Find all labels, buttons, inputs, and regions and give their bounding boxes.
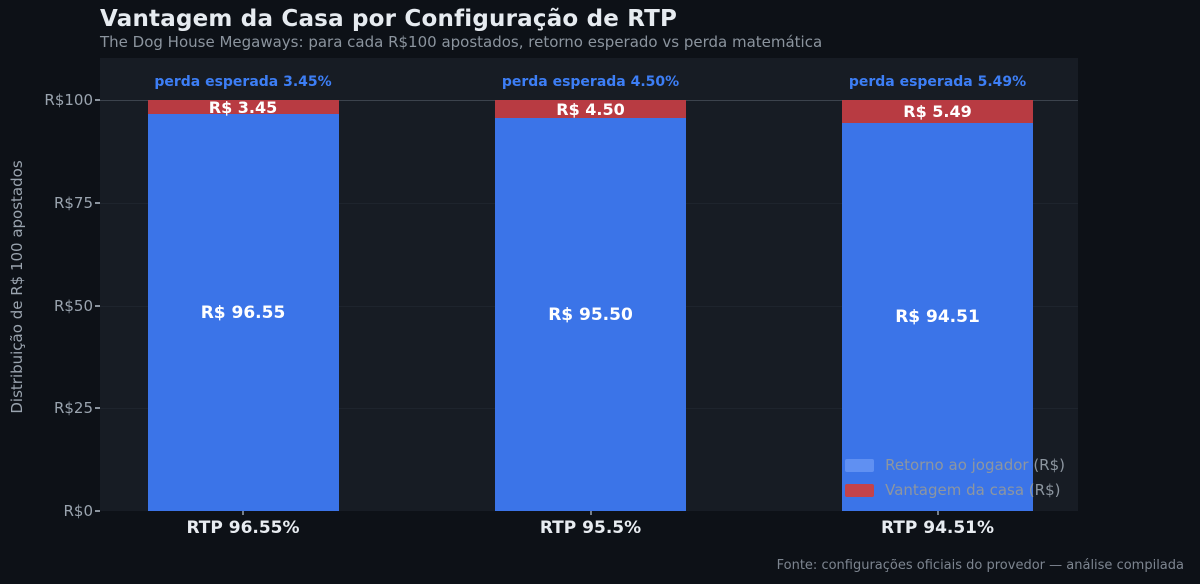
y-tick-mark (95, 510, 100, 512)
x-axis: RTP 96.55% RTP 95.5% RTP 94.51% (100, 511, 1078, 551)
x-tick-label: RTP 95.5% (539, 518, 642, 538)
y-tick-label: R$25 (53, 399, 93, 418)
x-tick-label: RTP 94.51% (880, 518, 995, 538)
return-swatch-icon (845, 458, 875, 472)
plot-area: R$ 96.55 R$ 3.45 perda esperada 3.45% R$ 95… (100, 58, 1078, 511)
y-tick-mark (95, 304, 100, 307)
expected-loss-annotation: perda esperada 5.49% (848, 74, 1027, 90)
expected-loss-annotation: perda esperada 3.45% (154, 74, 332, 90)
x-tick-mark (242, 511, 244, 515)
legend-item: Vantagem da casa (R$) (845, 481, 1065, 499)
source-note: Fonte: configurações oficiais do provedo… (776, 558, 1184, 573)
y-tick-label: R$100 (44, 91, 93, 109)
bar-return-segment: R$ 94.51 (842, 122, 1033, 511)
y-tick-label: R$50 (53, 296, 93, 315)
bar-return-segment: R$ 96.55 (147, 114, 339, 511)
x-tick-label: RTP 96.55% (186, 518, 300, 538)
x-tick-mark (589, 511, 592, 515)
y-tick-mark (95, 407, 100, 410)
x-tick-mark (936, 511, 939, 515)
legend: Retorno ao jogador (R$) Vantagem da casa … (845, 456, 1065, 499)
legend-item: Retorno ao jogador (R$) (845, 456, 1065, 474)
y-tick-label: R$75 (53, 193, 93, 212)
bar-house-edge-segment: R$ 3.45 (147, 98, 339, 117)
bar-house-edge-segment: R$ 4.50 (495, 100, 686, 119)
y-tick-label: R$0 (63, 502, 93, 520)
chart-title: Vantagem da Casa por Configuração de RTP (100, 6, 678, 32)
y-axis: R$100 R$75 R$50 R$25 R$0 (0, 58, 100, 519)
y-tick-mark (95, 99, 100, 101)
bar-house-edge-segment: R$ 5.49 (842, 100, 1033, 123)
chart-subtitle: The Dog House Megaways: para cada R$100 … (100, 33, 823, 51)
y-tick-mark (95, 201, 100, 204)
house-edge-swatch-icon (845, 483, 875, 497)
legend-label: Vantagem da casa (R$) (885, 481, 1061, 499)
bar-return-segment: R$ 95.50 (495, 118, 686, 511)
expected-loss-annotation: perda esperada 4.50% (501, 74, 680, 90)
legend-label: Retorno ao jogador (R$) (885, 456, 1065, 474)
